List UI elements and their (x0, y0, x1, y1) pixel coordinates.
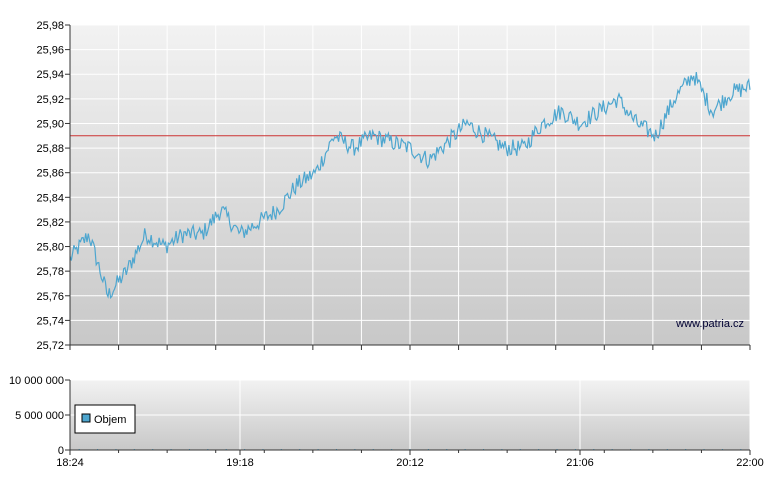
price-y-tick-label: 25,90 (36, 118, 64, 130)
volume-legend: Objem (74, 404, 136, 434)
volume-x-tick-label: 18:24 (56, 457, 84, 469)
price-y-tick-label: 25,92 (36, 94, 64, 106)
price-y-tick-label: 25,76 (36, 291, 64, 303)
price-y-tick-label: 25,80 (36, 242, 64, 254)
legend-label: Objem (94, 414, 126, 426)
price-y-tick-label: 25,94 (36, 69, 64, 81)
price-y-tick-label: 25,96 (36, 45, 64, 57)
volume-y-tick-label: 5 000 000 (15, 410, 64, 422)
price-y-tick-label: 25,72 (36, 340, 64, 352)
volume-x-axis: 18:24 19:18 20:12 21:06 22:00 (56, 450, 764, 469)
price-y-tick-label: 25,84 (36, 192, 64, 204)
price-y-tick-label: 25,82 (36, 217, 64, 229)
volume-y-axis: 10 000 000 5 000 000 0 (9, 375, 70, 457)
volume-y-tick-label: 10 000 000 (9, 375, 64, 387)
price-y-axis: 25,98 25,96 25,94 25,92 25,90 25,88 25,86 25,84… (36, 20, 70, 352)
price-panel: 25,98 25,96 25,94 25,92 25,90 25,88 25,86 25,84… (36, 20, 751, 352)
volume-panel: 10 000 000 5 000 000 0 18:24 19:18 20:12 21:0… (9, 375, 764, 469)
volume-x-tick-label: 22:00 (736, 457, 764, 469)
volume-x-tick-label: 20:12 (396, 457, 424, 469)
price-y-tick-label: 25,88 (36, 143, 64, 155)
legend-swatch (81, 413, 91, 423)
price-y-tick-label: 25,78 (36, 266, 64, 278)
price-y-tick-label: 25,86 (36, 168, 64, 180)
price-y-tick-label: 25,98 (36, 20, 64, 32)
watermark: www.patria.cz (675, 318, 744, 330)
volume-x-tick-label: 19:18 (226, 457, 254, 469)
price-y-tick-label: 25,74 (36, 315, 64, 327)
price-series-line (69, 72, 751, 300)
volume-y-tick-label: 0 (58, 445, 64, 457)
price-x-axis (69, 345, 751, 350)
volume-x-tick-label: 21:06 (566, 457, 594, 469)
